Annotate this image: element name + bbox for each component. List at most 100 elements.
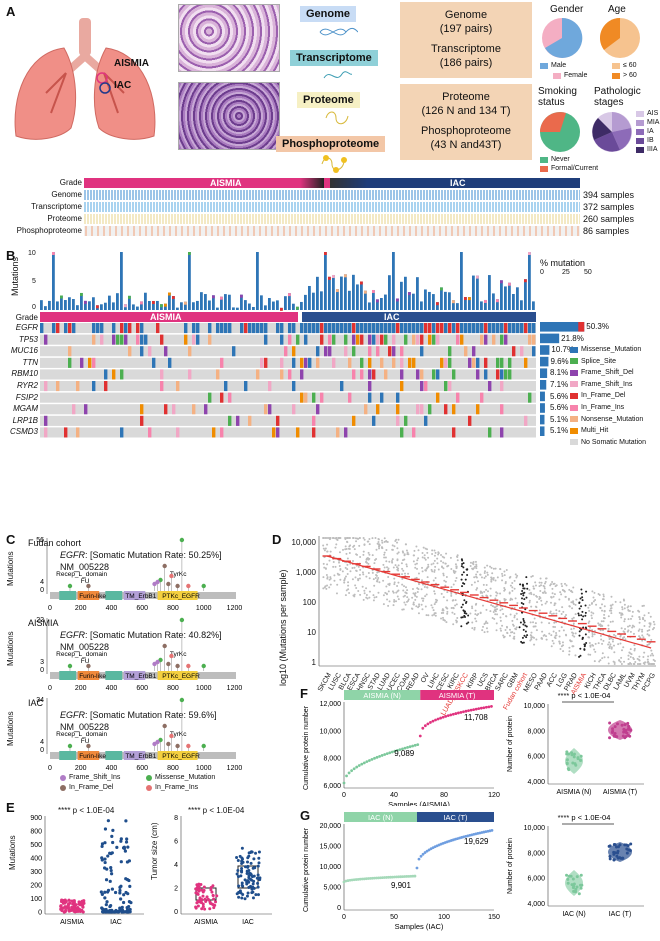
oncoprint-cell (224, 323, 228, 334)
d-point (589, 653, 592, 656)
e-right-group-1: IAC (242, 919, 254, 926)
oncoprint-cell (304, 392, 308, 403)
gCurve-annot2: 19,629 (464, 837, 489, 846)
d-point (475, 588, 478, 591)
d-point (322, 537, 325, 539)
d-point (415, 595, 418, 598)
fCurve-curve-point (406, 745, 409, 749)
d-point (498, 600, 501, 603)
d-point (347, 581, 350, 584)
d-point (348, 592, 351, 595)
d-point (383, 566, 386, 569)
omics-genome-label: Genome (300, 6, 357, 22)
stage-legend-ia: IA (636, 128, 659, 135)
oncoprint-cell (360, 357, 364, 368)
d-point (491, 605, 494, 608)
b-ytick-0: 0 (32, 304, 36, 311)
d-point (377, 576, 380, 579)
tmb-bar (408, 292, 411, 310)
tmb-bar (200, 292, 203, 310)
d-point (520, 601, 523, 604)
fCurve-curve-point (467, 709, 470, 713)
oncoprint-cell (280, 323, 284, 334)
d-point (608, 641, 611, 644)
e-left-point-aismia (64, 899, 68, 904)
fCurve-curve-point (464, 709, 468, 713)
e-right-point-aismia (211, 894, 215, 898)
domain-recep-l-0 (59, 591, 77, 600)
e-right-point-aismia (197, 888, 201, 892)
d-point (388, 584, 391, 587)
d-point (380, 546, 383, 549)
gCurve-curve-point (397, 875, 401, 879)
e-right-point-iac (251, 866, 255, 870)
e-left-point-iac (119, 897, 123, 901)
e-left-point-iac (122, 893, 126, 897)
oncoprint-cell (436, 392, 440, 403)
d-point (522, 602, 525, 605)
box2-line1: Proteome (442, 91, 490, 103)
d-point (407, 598, 410, 601)
e-left-point-iac (106, 819, 110, 823)
omics-phosphoproteome-label: Phosphoproteome (276, 136, 386, 152)
c-title-0: EGFR: [Somatic Mutation Rate: 50.25%] (60, 550, 222, 560)
pct-bar-lrp1b (540, 414, 545, 425)
d-point (532, 621, 535, 624)
tmb-bar-segment (152, 300, 155, 304)
d-point (481, 594, 484, 597)
d-point (469, 561, 472, 564)
fCurve-curve-point (439, 716, 443, 720)
d-point (460, 606, 463, 609)
d-point (405, 563, 408, 566)
c-yzero-1: 0 (40, 667, 44, 674)
gBox-point-n (572, 889, 576, 893)
oncoprint-cell (64, 323, 68, 334)
d-point (632, 656, 635, 659)
d-point (504, 582, 507, 585)
tmb-bar-segment (140, 301, 143, 305)
oncoprint-cell (276, 415, 280, 426)
d-point (523, 621, 526, 624)
tmb-bar (192, 302, 195, 310)
fCurve-header-right: AISMIA (T) (439, 691, 476, 700)
oncoprint-cell (416, 323, 420, 334)
gCurve-curve-point (393, 875, 397, 879)
tmb-bar (60, 295, 63, 310)
d-point (559, 591, 562, 594)
d-point (633, 644, 636, 647)
d-point (545, 638, 548, 641)
d-point (391, 558, 394, 561)
d-point (492, 578, 495, 581)
tmb-bar-segment (336, 289, 339, 293)
d-point (359, 555, 362, 558)
d-point (403, 585, 406, 588)
d-point (362, 573, 365, 576)
d-point (424, 595, 427, 598)
d-point (530, 605, 533, 608)
oncoprint-cell (348, 357, 352, 368)
fCurve-curve-point (393, 749, 397, 753)
oncoprint-cell (516, 323, 520, 334)
d-point (623, 660, 626, 663)
gBox-point-n (574, 887, 578, 891)
d-point (415, 562, 418, 565)
fBox-point-t (615, 735, 619, 739)
e-right-ytick-1: 6 (174, 839, 178, 846)
d-point (560, 645, 563, 648)
d-point (508, 592, 511, 595)
d-point (473, 626, 476, 629)
gCurve-ytick-4: 0 (337, 905, 341, 912)
d-point (622, 630, 625, 633)
d-point (646, 629, 649, 632)
d-point (499, 568, 502, 571)
d-point (449, 556, 452, 559)
d-point (578, 634, 581, 637)
oncoprint-cell (520, 346, 524, 357)
d-point (574, 632, 577, 635)
oncoprint-cell (292, 323, 296, 334)
d-point (599, 634, 602, 637)
d-point (324, 585, 327, 588)
e-left-point-iac (115, 845, 119, 849)
